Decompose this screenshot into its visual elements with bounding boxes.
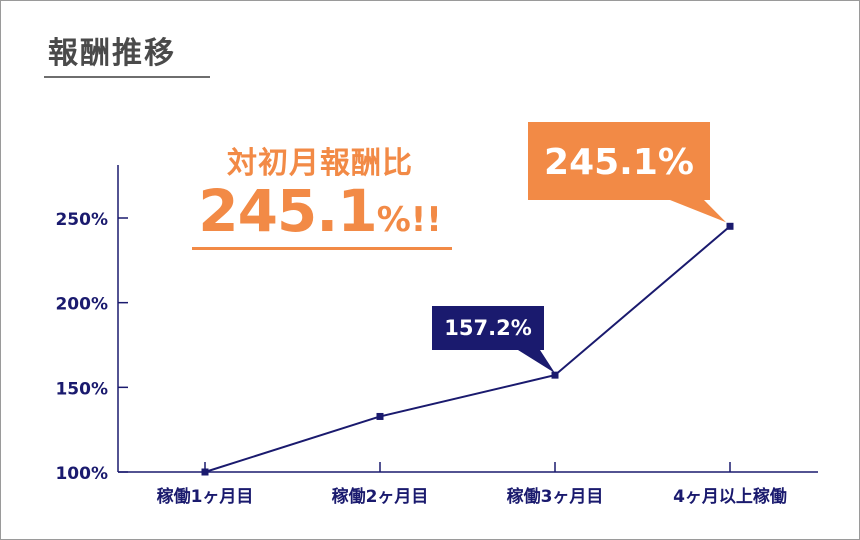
callout-box-dark [432, 306, 555, 374]
x-tick-label: 稼働1ヶ月目 [157, 486, 254, 507]
headline-underline [192, 247, 452, 250]
data-point [201, 468, 209, 476]
data-point [726, 222, 734, 230]
headline-value: 245.1%!! [190, 178, 450, 253]
callout-box-accent [528, 122, 726, 223]
y-tick-label: 250% [55, 210, 108, 230]
series-line [204, 225, 731, 473]
callout-label-accent: 245.1% [544, 142, 694, 183]
x-tick-label: 稼働3ヶ月目 [507, 486, 604, 507]
x-tick-label: 稼働2ヶ月目 [332, 486, 429, 507]
headline-label: 対初月報酬比 [227, 146, 413, 181]
data-point [376, 412, 384, 420]
headline-unit: %!! [376, 200, 442, 240]
y-tick-label: 100% [55, 464, 108, 484]
data-point [551, 371, 559, 379]
callout-label-dark: 157.2% [444, 316, 531, 340]
x-tick-label: 4ヶ月以上稼働 [673, 486, 787, 507]
headline-number: 245.1 [198, 177, 377, 245]
page-title: 報酬推移 [48, 36, 176, 71]
title-underline [44, 76, 210, 78]
y-tick-label: 200% [55, 295, 108, 315]
y-tick-label: 150% [55, 379, 108, 399]
